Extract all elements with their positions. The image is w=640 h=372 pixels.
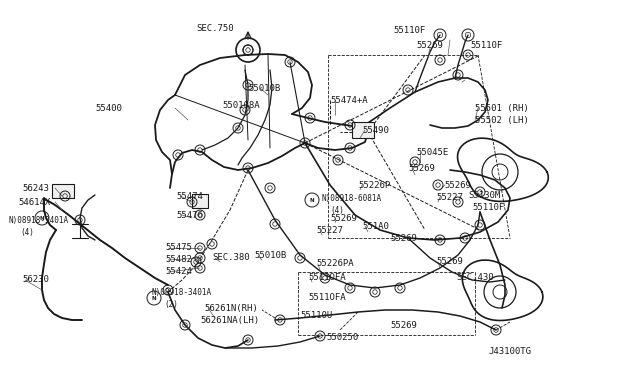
- Text: 55475: 55475: [165, 244, 192, 253]
- Text: 55110F: 55110F: [470, 41, 502, 49]
- Text: 55010B: 55010B: [248, 83, 280, 93]
- Text: 5511OFA: 5511OFA: [308, 273, 346, 282]
- Text: 55269: 55269: [330, 214, 357, 222]
- Text: 55269: 55269: [390, 321, 417, 330]
- Text: 55501 (RH): 55501 (RH): [475, 103, 529, 112]
- Text: N)08918-3401A: N)08918-3401A: [152, 288, 212, 296]
- Text: 55482: 55482: [165, 256, 192, 264]
- Text: 550250: 550250: [326, 333, 358, 341]
- Text: 55476: 55476: [176, 211, 203, 219]
- Text: 55227: 55227: [316, 225, 343, 234]
- Text: SEC.750: SEC.750: [196, 23, 234, 32]
- Text: 55474: 55474: [176, 192, 203, 201]
- Text: 55110F: 55110F: [472, 202, 504, 212]
- Text: 56261N(RH): 56261N(RH): [204, 304, 258, 312]
- Text: N: N: [310, 198, 314, 202]
- Text: 55227: 55227: [436, 192, 463, 202]
- FancyBboxPatch shape: [52, 184, 74, 198]
- Text: SEC.380: SEC.380: [212, 253, 250, 263]
- Text: (4): (4): [20, 228, 34, 237]
- Text: 55045E: 55045E: [416, 148, 448, 157]
- Text: 55110F: 55110F: [393, 26, 425, 35]
- Text: 5511OFA: 5511OFA: [308, 294, 346, 302]
- Text: 55490: 55490: [362, 125, 389, 135]
- Text: SEC.430: SEC.430: [456, 273, 493, 282]
- Text: 55474+A: 55474+A: [330, 96, 367, 105]
- Text: 55400: 55400: [95, 103, 122, 112]
- Text: 55424: 55424: [165, 267, 192, 276]
- Text: N)08918-3401A: N)08918-3401A: [8, 215, 68, 224]
- Text: 56261NA(LH): 56261NA(LH): [200, 317, 259, 326]
- Text: 54614X: 54614X: [18, 198, 51, 206]
- Text: 55010B: 55010B: [254, 251, 286, 260]
- Text: J43100TG: J43100TG: [488, 347, 531, 356]
- Text: 56243: 56243: [22, 183, 49, 192]
- Text: 55226PA: 55226PA: [316, 260, 354, 269]
- Text: (4): (4): [330, 205, 344, 215]
- Text: 550108A: 550108A: [222, 100, 260, 109]
- Text: (2): (2): [164, 299, 178, 308]
- Text: N: N: [40, 215, 44, 221]
- Text: 55269: 55269: [436, 257, 463, 266]
- Text: 56230: 56230: [22, 276, 49, 285]
- Text: 55226P: 55226P: [358, 180, 390, 189]
- Text: 55110U: 55110U: [300, 311, 332, 321]
- FancyBboxPatch shape: [352, 122, 374, 138]
- Text: 55269: 55269: [444, 180, 471, 189]
- Text: 55502 (LH): 55502 (LH): [475, 115, 529, 125]
- Text: 55269: 55269: [390, 234, 417, 243]
- FancyBboxPatch shape: [192, 194, 208, 208]
- Text: N)08918-6081A: N)08918-6081A: [322, 193, 382, 202]
- Text: N: N: [152, 295, 156, 301]
- Text: S5130M: S5130M: [468, 190, 500, 199]
- Text: 55269: 55269: [408, 164, 435, 173]
- Text: 551A0: 551A0: [362, 221, 389, 231]
- Text: 55269: 55269: [416, 41, 443, 49]
